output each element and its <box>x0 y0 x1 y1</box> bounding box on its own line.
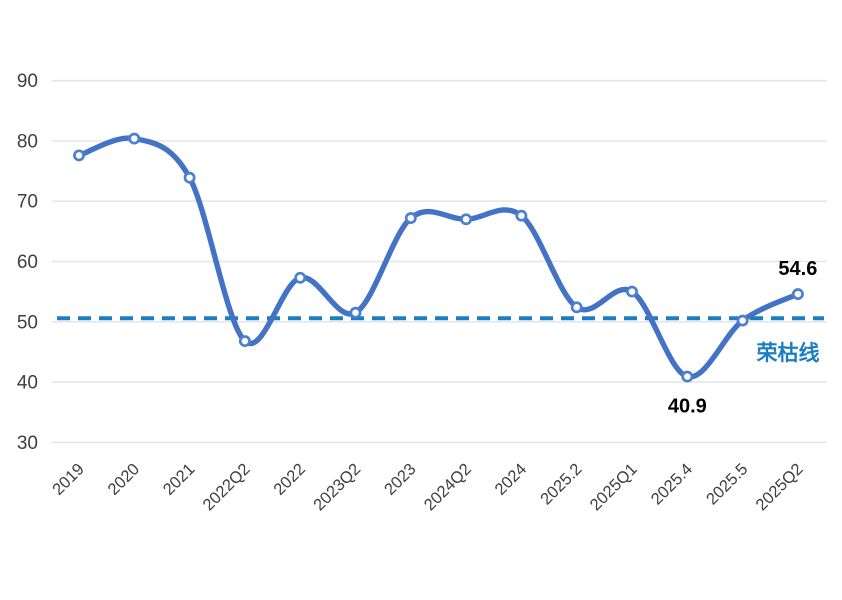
x-axis-tick-label: 2021 <box>160 460 199 499</box>
data-point-marker <box>238 335 251 348</box>
data-point-marker <box>294 271 307 284</box>
x-axis-tick-label: 2025Q1 <box>587 460 641 514</box>
data-point-marker <box>681 370 694 383</box>
data-point-marker <box>128 132 141 145</box>
data-point-marker <box>736 314 749 327</box>
x-axis-tick-label: 2025.4 <box>648 460 696 508</box>
y-axis-tick-label: 60 <box>17 252 38 273</box>
x-axis-tick-label: 2022Q2 <box>199 460 253 514</box>
y-axis-tick-label: 50 <box>17 312 38 333</box>
x-axis-tick-label: 2023Q2 <box>310 460 364 514</box>
y-axis-tick-label: 30 <box>17 433 38 454</box>
x-axis-tick-label: 2023 <box>381 460 420 499</box>
data-point-marker <box>460 213 473 226</box>
data-point-marker <box>73 149 85 162</box>
x-axis-tick-label: 2025Q2 <box>752 460 806 514</box>
y-axis-tick-label: 80 <box>17 132 38 153</box>
x-axis-tick-label: 2024Q2 <box>421 460 475 514</box>
x-axis-tick-label: 2022 <box>270 460 309 499</box>
x-axis-tick-label: 2020 <box>104 460 143 499</box>
x-axis-tick-label: 2024 <box>492 460 531 499</box>
data-point-marker <box>404 212 417 225</box>
data-point-marker <box>626 285 638 298</box>
x-axis-tick-label: 2019 <box>49 460 88 499</box>
data-point-marker <box>515 209 528 222</box>
data-point-marker <box>183 171 196 184</box>
y-axis-tick-label: 40 <box>17 373 38 394</box>
data-point-value-label: 54.6 <box>778 258 817 280</box>
x-axis-tick-label: 2025.5 <box>703 460 751 508</box>
y-axis-tick-label: 70 <box>17 192 38 213</box>
data-point-marker <box>349 306 362 319</box>
reference-line-label: 荣枯线 <box>756 341 820 365</box>
data-point-value-label: 40.9 <box>668 396 707 418</box>
x-axis-tick-label: 2025.2 <box>537 460 585 508</box>
data-point-marker <box>570 301 583 314</box>
y-axis-tick-label: 90 <box>17 71 38 92</box>
data-line-series <box>76 135 801 380</box>
data-point-marker <box>791 288 804 301</box>
